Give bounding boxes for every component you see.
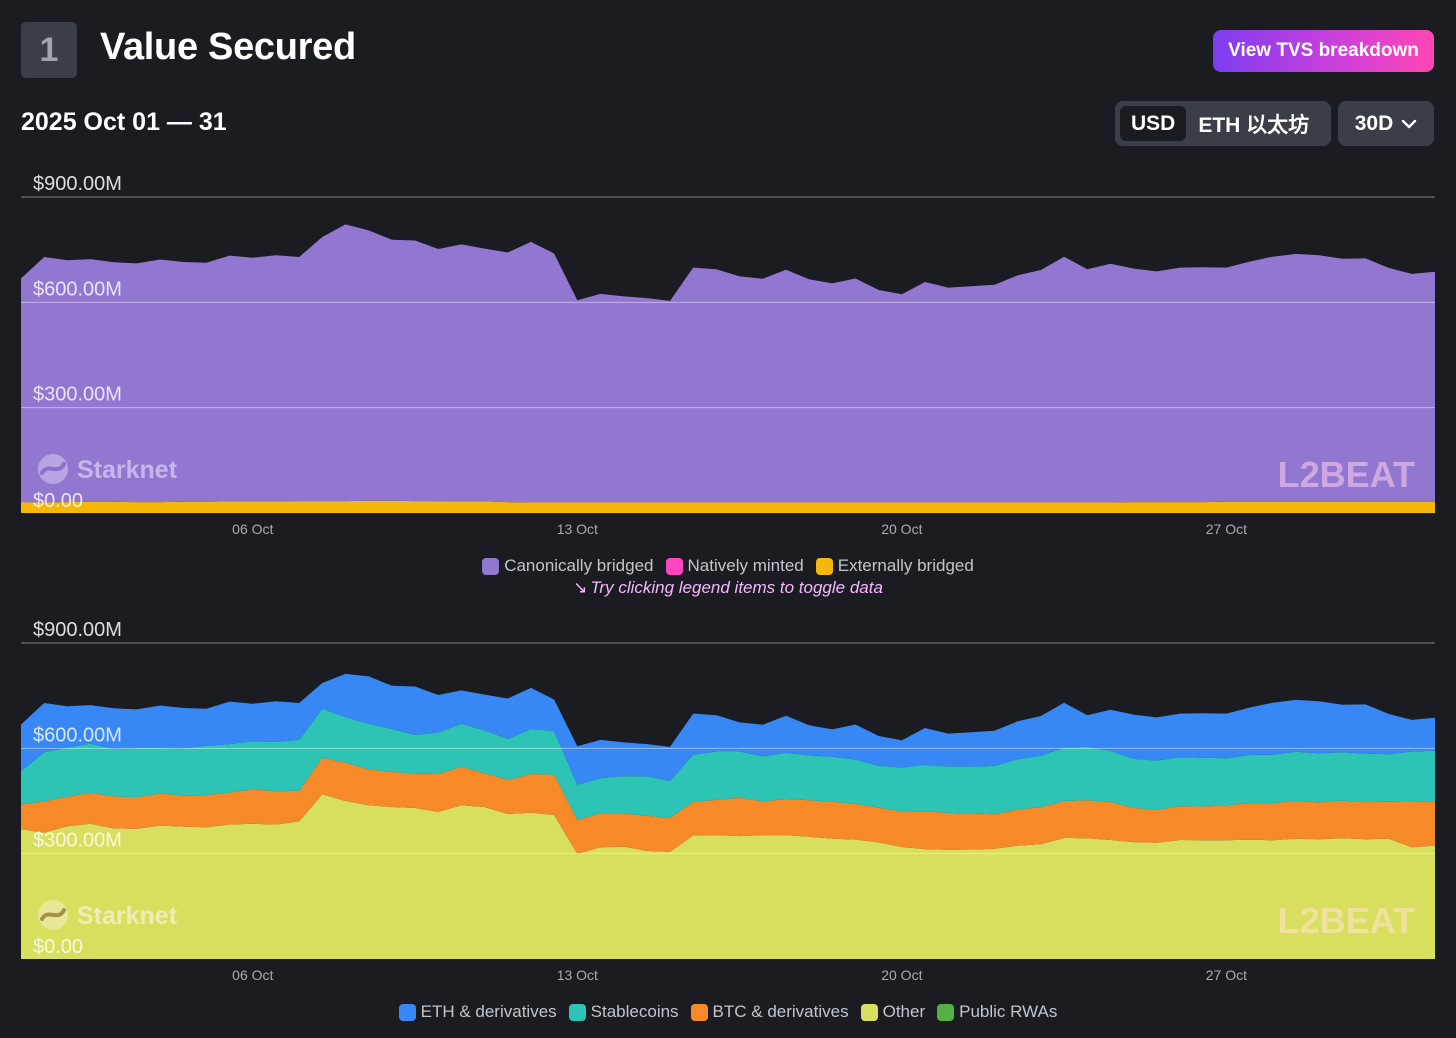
time-range-select[interactable]: 30D — [1338, 101, 1434, 146]
section-number: 1 — [21, 22, 77, 78]
pointer-click-icon: ↘ — [573, 578, 588, 597]
swatch-natively-minted — [665, 557, 683, 575]
areas-layer — [21, 673, 1435, 959]
legend-item-externally-bridged[interactable]: Externally bridged — [815, 556, 974, 576]
legend-item-stablecoins[interactable]: Stablecoins — [568, 1002, 679, 1022]
area-eth-and-derivatives — [21, 673, 1435, 785]
y-tick-label: $0.00 — [33, 936, 83, 958]
l2beat-watermark: L2BEAT — [1278, 454, 1415, 495]
x-tick-label: 27 Oct — [1206, 967, 1247, 983]
time-range-value: 30D — [1354, 111, 1394, 135]
legend-item-btc-derivatives[interactable]: BTC & derivatives — [690, 1002, 849, 1022]
x-labels-layer: 06 Oct 13 Oct 20 Oct 27 Oct — [232, 967, 1247, 983]
legend-hint-text: Try clicking legend items to toggle data — [590, 578, 883, 597]
y-tick-label: $300.00M — [33, 830, 122, 852]
y-tick-label: $900.00M — [33, 619, 122, 641]
starknet-watermark: Starknet — [38, 900, 178, 930]
legend-label: Natively minted — [687, 556, 804, 575]
legend-label: Externally bridged — [837, 556, 974, 575]
starknet-logo-swoosh — [40, 908, 66, 921]
y-labels-layer: $0.00 $300.00M $600.00M $900.00M — [33, 619, 122, 958]
l2beat-watermark: L2BEAT — [1278, 900, 1415, 941]
swatch-canonically-bridged — [482, 557, 500, 575]
l2beat-logo: L2BEAT — [1278, 454, 1415, 495]
legend-hint: ↘ Try clicking legend items to toggle dat… — [0, 578, 1456, 598]
legend-label: Canonically bridged — [504, 556, 654, 575]
starknet-label: Starknet — [77, 456, 178, 484]
y-tick-label: $600.00M — [33, 724, 122, 746]
y-tick-label: $600.00M — [33, 278, 122, 300]
y-tick-label: $900.00M — [33, 173, 122, 195]
x-tick-label: 13 Oct — [557, 521, 598, 537]
areas-layer — [21, 224, 1435, 513]
x-tick-label: 06 Oct — [232, 967, 273, 983]
x-tick-label: 20 Oct — [881, 521, 922, 537]
legend-label: BTC & derivatives — [712, 1002, 849, 1021]
legend-item-natively-minted[interactable]: Natively minted — [665, 556, 804, 576]
legend-item-canonically-bridged[interactable]: Canonically bridged — [482, 556, 654, 576]
unit-toggle[interactable]: USD ETH 以太坊 — [1115, 101, 1331, 146]
swatch-eth-derivatives — [398, 1003, 416, 1021]
x-tick-label: 13 Oct — [557, 967, 598, 983]
date-range: 2025 Oct 01 — 31 — [21, 108, 227, 136]
starknet-label: Starknet — [77, 902, 178, 930]
swatch-other — [860, 1003, 878, 1021]
y-tick-label: $0.00 — [33, 490, 83, 512]
legend-item-other[interactable]: Other — [860, 1002, 926, 1022]
swatch-btc-derivatives — [690, 1003, 708, 1021]
legend-token-type: ETH & derivatives Stablecoins BTC & deri… — [0, 1002, 1456, 1022]
x-tick-label: 06 Oct — [232, 521, 273, 537]
grid-layer — [21, 642, 1435, 855]
starknet-watermark: Starknet — [38, 454, 178, 484]
legend-label: Other — [882, 1002, 926, 1021]
x-labels-layer: 06 Oct 13 Oct 20 Oct 27 Oct — [232, 521, 1247, 537]
area-canonically-bridged — [21, 224, 1435, 503]
x-tick-label: 20 Oct — [881, 967, 922, 983]
legend-source: Canonically bridged Natively minted Exte… — [0, 556, 1456, 576]
legend-item-public-rwas[interactable]: Public RWAs — [937, 1002, 1057, 1022]
legend-label: Public RWAs — [959, 1002, 1058, 1021]
y-tick-label: $300.00M — [33, 384, 122, 406]
grid-layer — [21, 196, 1435, 409]
legend-label: Stablecoins — [590, 1002, 679, 1021]
legend-item-eth-derivatives[interactable]: ETH & derivatives — [398, 1002, 557, 1022]
area-btc-and-derivatives — [21, 757, 1435, 854]
swatch-public-rwas — [937, 1003, 955, 1021]
x-tick-label: 27 Oct — [1206, 521, 1247, 537]
chart-by-source: $0.00 $300.00M $600.00M $900.00M 06 Oct 13 O… — [21, 173, 1435, 537]
unit-option-eth[interactable]: ETH 以太坊 — [1198, 113, 1310, 137]
unit-option-usd[interactable]: USD — [1120, 106, 1187, 141]
legend-label: ETH & derivatives — [420, 1002, 557, 1021]
swatch-externally-bridged — [815, 557, 833, 575]
area-other — [21, 794, 1435, 959]
l2beat-logo: L2BEAT — [1278, 900, 1415, 941]
swatch-stablecoins — [568, 1003, 586, 1021]
area-externally-bridged — [21, 500, 1435, 513]
y-labels-layer: $0.00 $300.00M $600.00M $900.00M — [33, 173, 122, 512]
chart-by-token-type: $0.00 $300.00M $600.00M $900.00M 06 Oct 13 O… — [21, 619, 1435, 983]
starknet-logo-swoosh — [40, 462, 66, 475]
page-title: Value Secured — [100, 26, 356, 68]
chevron-down-icon — [1402, 119, 1417, 128]
view-tvs-breakdown-button[interactable]: View TVS breakdown — [1213, 30, 1434, 72]
area-stablecoins — [21, 708, 1435, 820]
